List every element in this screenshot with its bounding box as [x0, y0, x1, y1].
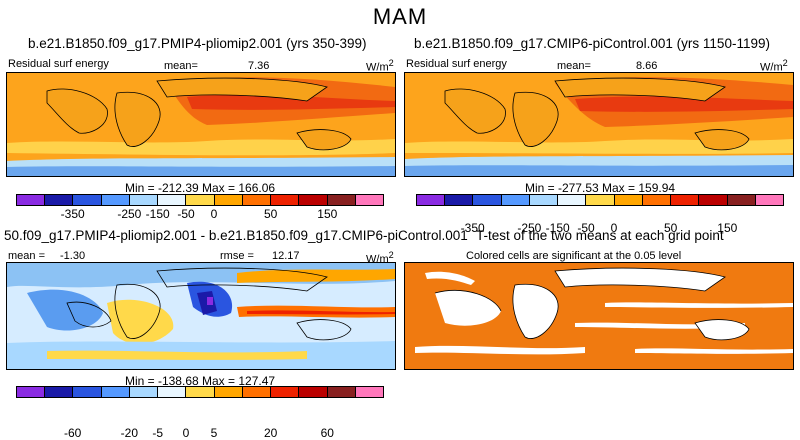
panel1-min-max: Min = -212.39 Max = 166.06 — [124, 181, 276, 195]
panel4-title: T-test of the two means at each grid poi… — [476, 228, 724, 243]
panel1-tick: -50 — [177, 207, 195, 221]
panel3-min-max: Min = -138.68 Max = 127.47 — [124, 374, 276, 388]
panel2-field — [405, 73, 793, 176]
panel3-rmse-value: 12.17 — [272, 250, 300, 262]
panel1-units: W/m2 — [366, 58, 394, 74]
panel2-mean-value: 8.66 — [636, 60, 658, 72]
panel3-rmse-label: rmse = — [220, 250, 254, 262]
panel1-field — [7, 73, 395, 176]
panel1-colorbar-ticks: -350 -250 -150 -50 0 50 150 — [16, 207, 384, 221]
panel1-colorbar — [16, 194, 384, 206]
panel2-var-label: Residual surf energy — [406, 58, 507, 70]
panel1-tick: 150 — [317, 207, 338, 221]
panel3-title: 50.f09_g17.PMIP4-pliomip2.001 - b.e21.B1… — [4, 228, 468, 243]
figure-title: MAM — [372, 4, 428, 29]
panel2-map — [404, 72, 794, 177]
panel2-tick: -150 — [545, 221, 570, 235]
panel3-colorbar — [16, 386, 384, 398]
panel2-mean-label: mean= — [557, 60, 591, 72]
panel2-tick: 50 — [663, 221, 678, 235]
panel3-tick: 20 — [263, 426, 278, 440]
panel1-tick: -250 — [117, 207, 142, 221]
panel2-title: b.e21.B1850.f09_g17.CMIP6-piControl.001 … — [414, 36, 770, 51]
panel1-var-label: Residual surf energy — [8, 58, 109, 70]
panel3-tick: -60 — [64, 426, 82, 440]
panel2-min-max: Min = -277.53 Max = 159.94 — [524, 181, 676, 195]
panel3-tick: -5 — [152, 426, 164, 440]
panel2-tick: -350 — [460, 221, 485, 235]
panel3-map — [6, 262, 396, 370]
panel2-tick: 0 — [610, 221, 618, 235]
panel2-units: W/m2 — [760, 58, 788, 74]
panel4-field — [405, 263, 793, 369]
panel1-tick: 50 — [263, 207, 278, 221]
panel3-tick: 60 — [320, 426, 334, 440]
panel4-map — [404, 262, 794, 370]
panel1-mean-label: mean= — [164, 60, 198, 72]
panel1-map — [6, 72, 396, 177]
panel1-tick: 0 — [210, 207, 218, 221]
panel2-colorbar-ticks: -350 -250 -150 -50 0 50 150 — [416, 221, 784, 235]
panel3-field — [7, 263, 395, 369]
panel3-tick: 0 — [182, 426, 190, 440]
panel3-colorbar-ticks: -60 -20 -5 0 5 20 60 — [16, 426, 384, 440]
panel1-mean-value: 7.36 — [248, 60, 270, 72]
panel2-tick: 150 — [717, 221, 738, 235]
panel1-tick: -350 — [60, 207, 85, 221]
panel2-tick: -50 — [577, 221, 595, 235]
panel3-mean-value: -1.30 — [60, 250, 86, 262]
panel4-subtitle: Colored cells are significant at the 0.0… — [466, 250, 682, 262]
panel3-tick: 5 — [210, 426, 218, 440]
panel3-mean-label: mean = — [8, 250, 45, 262]
panel2-tick: -250 — [517, 221, 542, 235]
panel1-title: b.e21.B1850.f09_g17.PMIP4-pliomip2.001 (… — [28, 36, 367, 51]
panel2-colorbar — [416, 194, 784, 206]
panel3-tick: -20 — [120, 426, 139, 440]
panel1-tick: -150 — [145, 207, 170, 221]
